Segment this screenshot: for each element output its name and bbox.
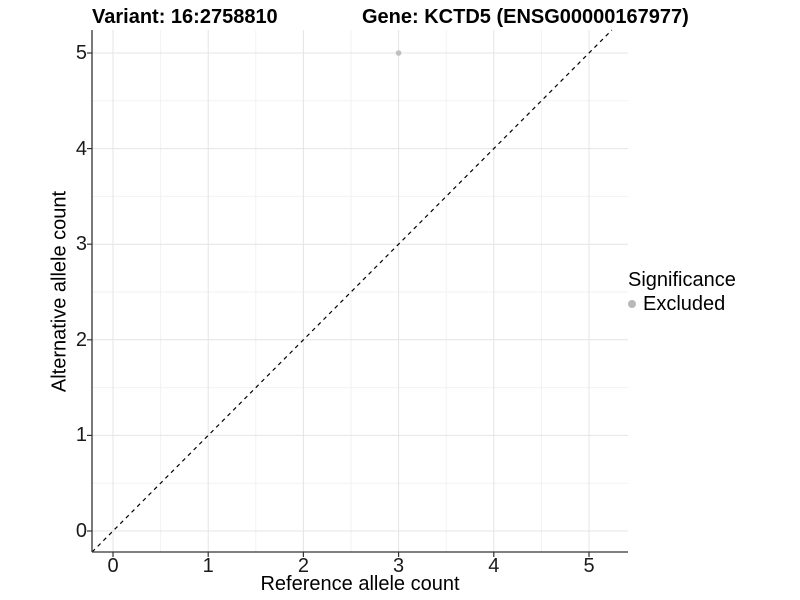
legend-title: Significance — [628, 269, 736, 291]
x-tick-label: 3 — [393, 555, 405, 577]
legend-entry-label: Excluded — [643, 293, 726, 315]
identity-dashed-line — [91, 29, 613, 553]
x-tick-label: 1 — [202, 555, 214, 577]
y-tick-label: 4 — [75, 137, 87, 160]
legend-entry-excluded: Excluded — [628, 292, 736, 316]
x-tick-label: 5 — [583, 555, 595, 577]
x-tick-label: 0 — [107, 555, 119, 577]
x-tick-label: 4 — [488, 555, 500, 577]
y-tick-label: 5 — [75, 42, 87, 64]
data-point — [395, 50, 402, 56]
plot-title-gene: Gene: KCTD5 (ENSG00000167977) — [362, 6, 689, 28]
y-tick-label: 3 — [75, 233, 87, 256]
x-tick-label: 2 — [297, 555, 309, 577]
y-axis-title: Alternative allele count — [48, 190, 71, 393]
x-axis-title: Reference allele count — [260, 573, 460, 595]
plot-title-variant: Variant: 16:2758810 — [92, 6, 278, 28]
legend: Significance Excluded — [628, 268, 736, 316]
legend-point-icon — [628, 300, 636, 308]
y-tick-label: 0 — [75, 520, 87, 542]
y-tick-label: 2 — [75, 328, 87, 351]
y-tick-label: 1 — [75, 424, 87, 447]
